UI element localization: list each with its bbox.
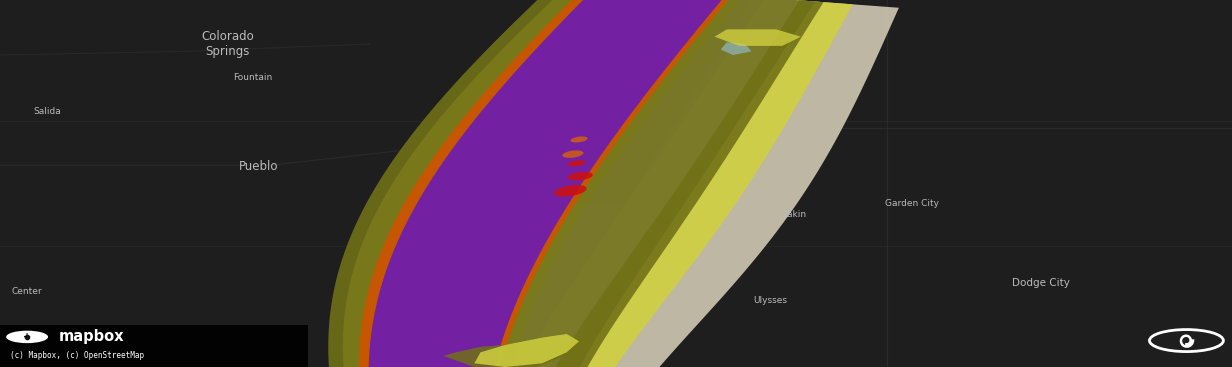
Polygon shape <box>342 0 744 367</box>
Ellipse shape <box>570 137 588 142</box>
Ellipse shape <box>562 150 584 158</box>
Polygon shape <box>462 0 800 367</box>
Polygon shape <box>474 334 579 367</box>
Polygon shape <box>715 29 801 46</box>
Circle shape <box>6 331 48 343</box>
Ellipse shape <box>568 172 593 181</box>
Text: La Junta: La Junta <box>379 215 421 225</box>
Text: (c) Mapbox, (c) OpenStreetMap: (c) Mapbox, (c) OpenStreetMap <box>10 351 144 360</box>
Text: +: + <box>23 332 31 342</box>
Text: Garden City: Garden City <box>885 199 939 208</box>
Ellipse shape <box>568 160 585 166</box>
Text: Salida: Salida <box>33 108 60 116</box>
Text: Colorado
Springs: Colorado Springs <box>202 30 254 58</box>
Text: Pueblo: Pueblo <box>239 160 278 174</box>
Polygon shape <box>394 0 899 367</box>
Text: Ulysses: Ulysses <box>753 297 787 305</box>
Polygon shape <box>721 42 752 55</box>
Text: Las Animas: Las Animas <box>479 192 531 201</box>
Polygon shape <box>359 0 732 367</box>
Polygon shape <box>444 338 573 367</box>
Polygon shape <box>407 0 823 367</box>
Text: Fountain: Fountain <box>233 73 272 81</box>
Polygon shape <box>328 0 816 367</box>
Polygon shape <box>400 0 853 367</box>
Text: mapbox: mapbox <box>59 330 124 344</box>
Bar <box>0 325 308 367</box>
Text: Center: Center <box>12 287 42 296</box>
Polygon shape <box>504 0 755 204</box>
Ellipse shape <box>554 185 586 197</box>
Polygon shape <box>368 0 726 367</box>
Text: Lakin: Lakin <box>782 210 807 219</box>
Polygon shape <box>450 0 765 367</box>
Text: Dodge City: Dodge City <box>1013 277 1069 288</box>
